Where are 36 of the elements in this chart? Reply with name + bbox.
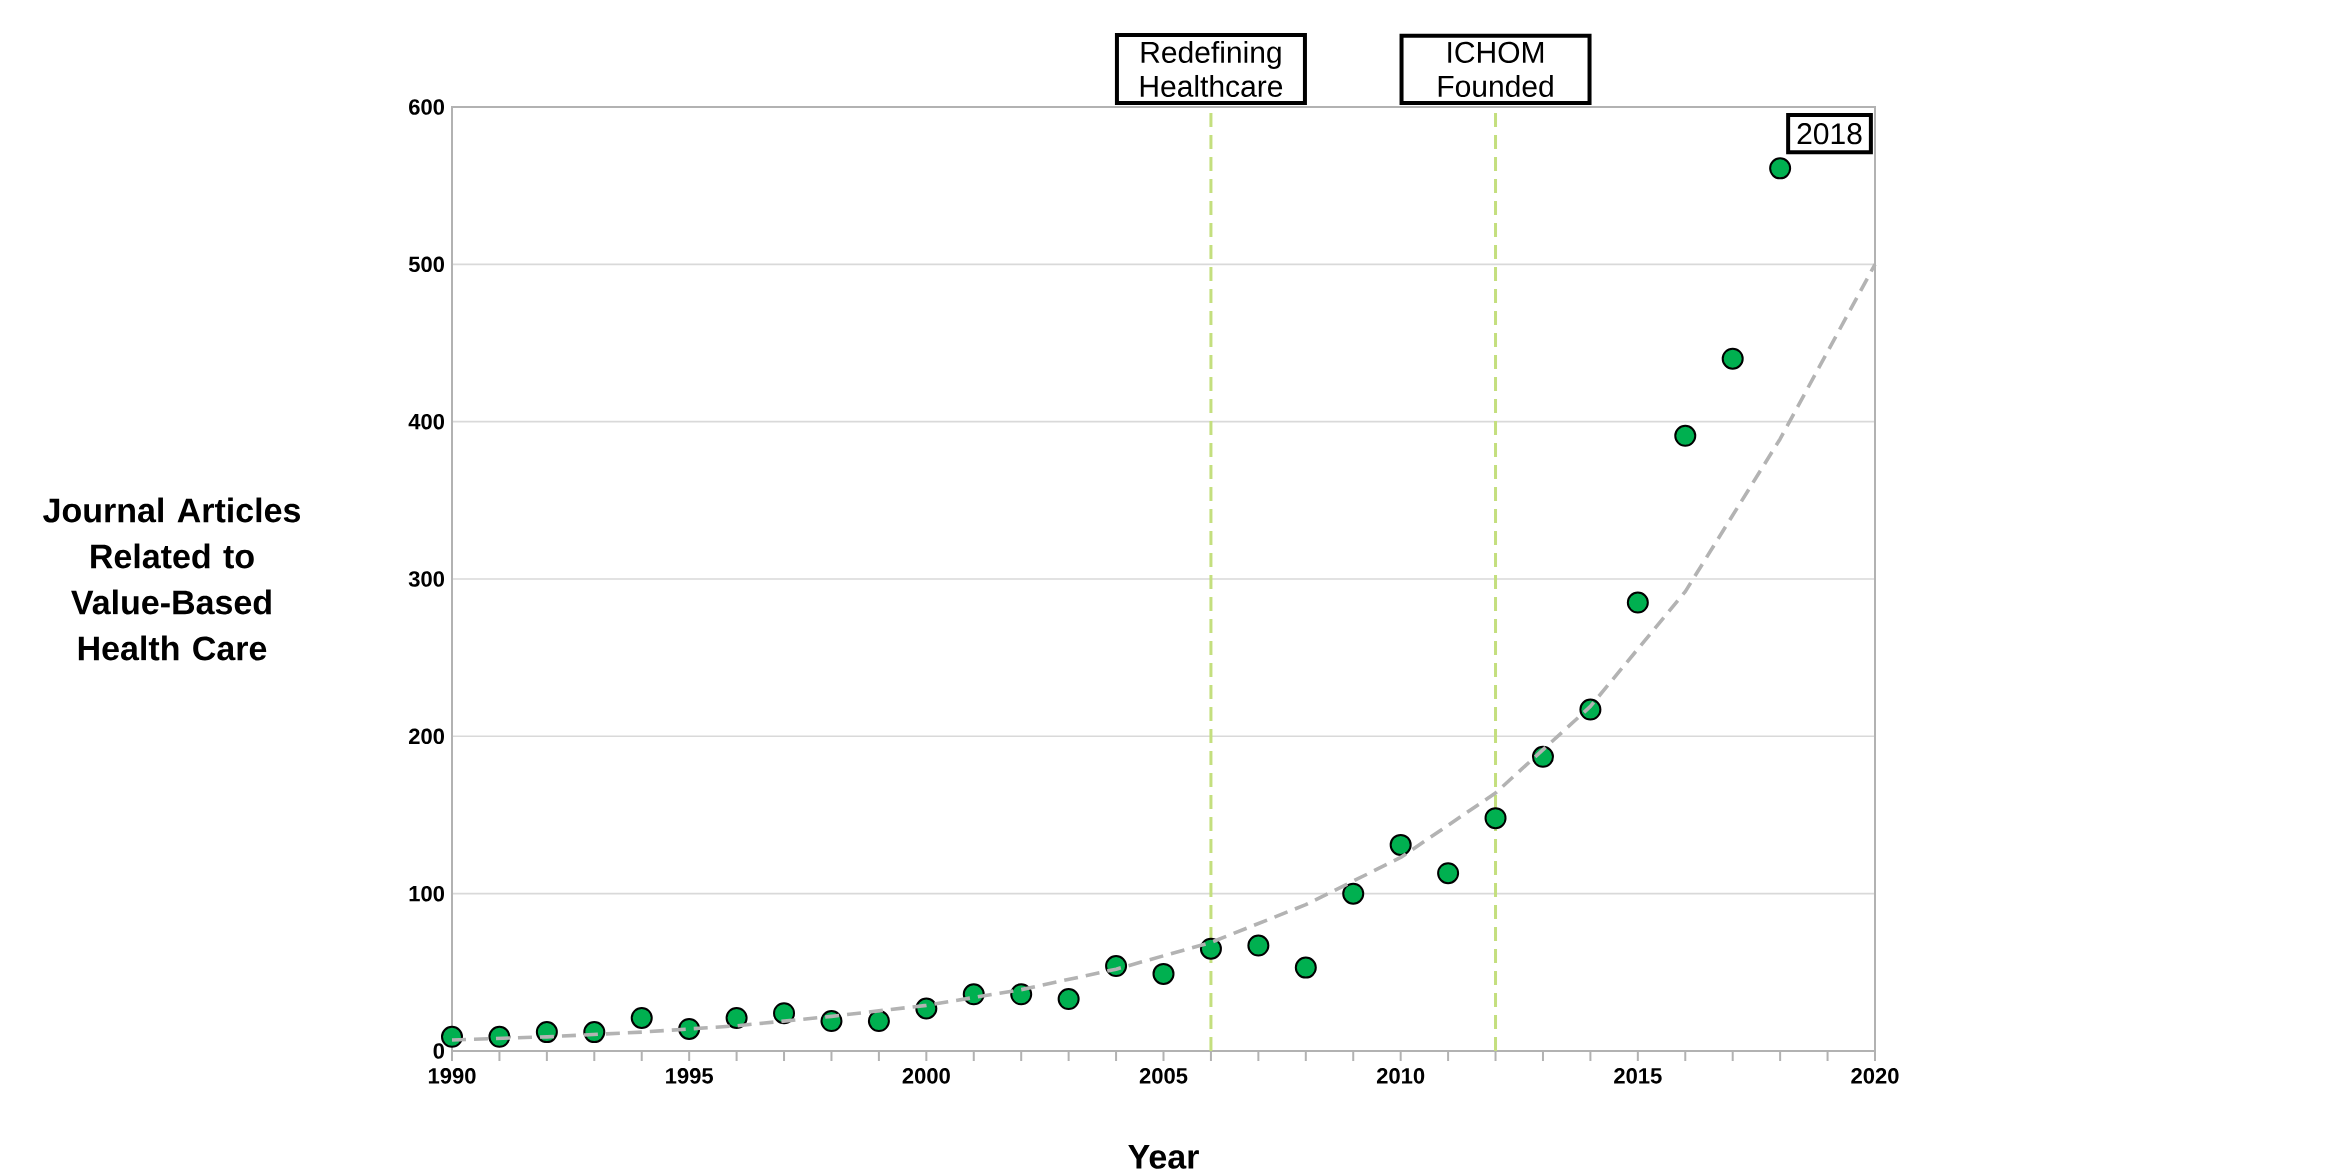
y-tick-label: 300 [408, 571, 445, 587]
y-tick-label: 400 [408, 413, 445, 430]
x-tick-label: 2010 [1376, 1068, 1425, 1084]
point [1437, 862, 1460, 885]
point [1247, 934, 1270, 957]
y-tick-label: 600 [409, 99, 445, 115]
point [1199, 937, 1222, 960]
y-tick-label: 0 [433, 1043, 445, 1059]
y-axis-title: Journal Articles Related to Value-Based Health Care [43, 497, 301, 661]
point [1769, 157, 1792, 180]
point [1294, 956, 1317, 979]
point [1389, 833, 1412, 856]
point [1057, 988, 1080, 1011]
x-tick-label: 1990 [428, 1068, 476, 1084]
y-tick-label: 200 [408, 728, 445, 745]
y-tick-label: 500 [408, 256, 445, 273]
point [867, 1010, 890, 1033]
point [725, 1006, 748, 1029]
point [1152, 962, 1175, 985]
x-tick-label: 2000 [902, 1068, 950, 1084]
x-axis-title: Year [1128, 1145, 1199, 1169]
x-tick-label: 2020 [1851, 1068, 1899, 1084]
point [630, 1006, 653, 1029]
ref-line-label: ICHOM Founded [1438, 41, 1553, 97]
y-tick-label: 100 [409, 885, 445, 902]
x-tick-label: 2015 [1614, 1068, 1662, 1084]
point [1721, 347, 1744, 370]
point [1674, 424, 1697, 447]
point [773, 1002, 796, 1025]
point [1484, 807, 1507, 830]
x-tick-label: 1995 [666, 1068, 713, 1084]
point [1626, 591, 1649, 614]
x-tick-label: 2005 [1139, 1068, 1188, 1084]
point [1342, 882, 1365, 905]
ref-line-label: Redefining Healthcare [1140, 40, 1283, 97]
annotation: 2018 [1797, 123, 1862, 145]
